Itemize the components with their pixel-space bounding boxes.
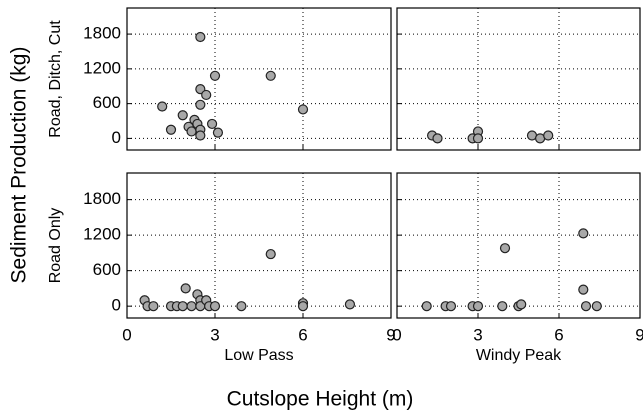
y-tick-label: 1800 xyxy=(83,189,121,208)
x-tick-label: 3 xyxy=(210,325,219,344)
point xyxy=(472,133,484,144)
point xyxy=(265,248,276,260)
plot-frame xyxy=(396,172,641,319)
point xyxy=(157,101,168,112)
y-tick-label: 1200 xyxy=(83,58,121,77)
column-label: Low Pass xyxy=(224,347,293,364)
point xyxy=(543,130,554,141)
point xyxy=(516,299,527,310)
point xyxy=(201,89,212,101)
point xyxy=(578,284,589,295)
point xyxy=(186,301,197,312)
point xyxy=(165,124,177,135)
x-tick-label: 9 xyxy=(386,325,395,344)
x-tick-label: 3 xyxy=(473,325,482,344)
y-tick-label: 600 xyxy=(93,93,121,112)
plot-frame xyxy=(396,7,641,151)
x-tick-label: 9 xyxy=(635,325,643,344)
column-label: Windy Peak xyxy=(476,347,562,364)
row-label: Road Only xyxy=(47,208,64,284)
point xyxy=(186,126,197,137)
point xyxy=(297,301,309,312)
x-tick-label: 0 xyxy=(122,325,131,344)
point xyxy=(421,301,432,312)
point xyxy=(177,301,188,312)
point xyxy=(195,130,206,141)
point xyxy=(472,301,484,312)
point xyxy=(212,127,224,138)
point xyxy=(180,283,191,294)
y-tick-label: 1800 xyxy=(83,24,121,43)
point xyxy=(578,228,589,239)
y-tick-label: 0 xyxy=(112,128,121,147)
point xyxy=(580,301,592,312)
y-axis-title: Sediment Production (kg) xyxy=(8,47,31,284)
point xyxy=(195,31,206,43)
x-tick-label: 6 xyxy=(554,325,563,344)
point xyxy=(591,301,602,312)
point xyxy=(344,299,356,310)
point xyxy=(148,301,159,312)
point xyxy=(209,70,221,81)
point xyxy=(445,301,457,312)
plot-frame xyxy=(126,172,392,319)
point xyxy=(195,99,206,110)
y-tick-label: 0 xyxy=(112,296,121,315)
y-tick-label: 600 xyxy=(93,260,121,279)
point xyxy=(497,301,508,312)
point xyxy=(265,70,276,81)
point xyxy=(297,104,309,115)
point xyxy=(432,133,443,144)
row-label: Road, Ditch, Cut xyxy=(47,20,64,138)
x-axis-title: Cutslope Height (m) xyxy=(227,388,414,411)
point xyxy=(499,243,511,254)
x-tick-label: 0 xyxy=(392,325,401,344)
y-tick-label: 1200 xyxy=(83,225,121,244)
x-tick-label: 6 xyxy=(298,325,307,344)
point xyxy=(206,118,218,130)
point xyxy=(236,301,247,312)
plot-frame xyxy=(126,7,392,151)
point xyxy=(177,110,188,121)
point xyxy=(209,301,221,312)
